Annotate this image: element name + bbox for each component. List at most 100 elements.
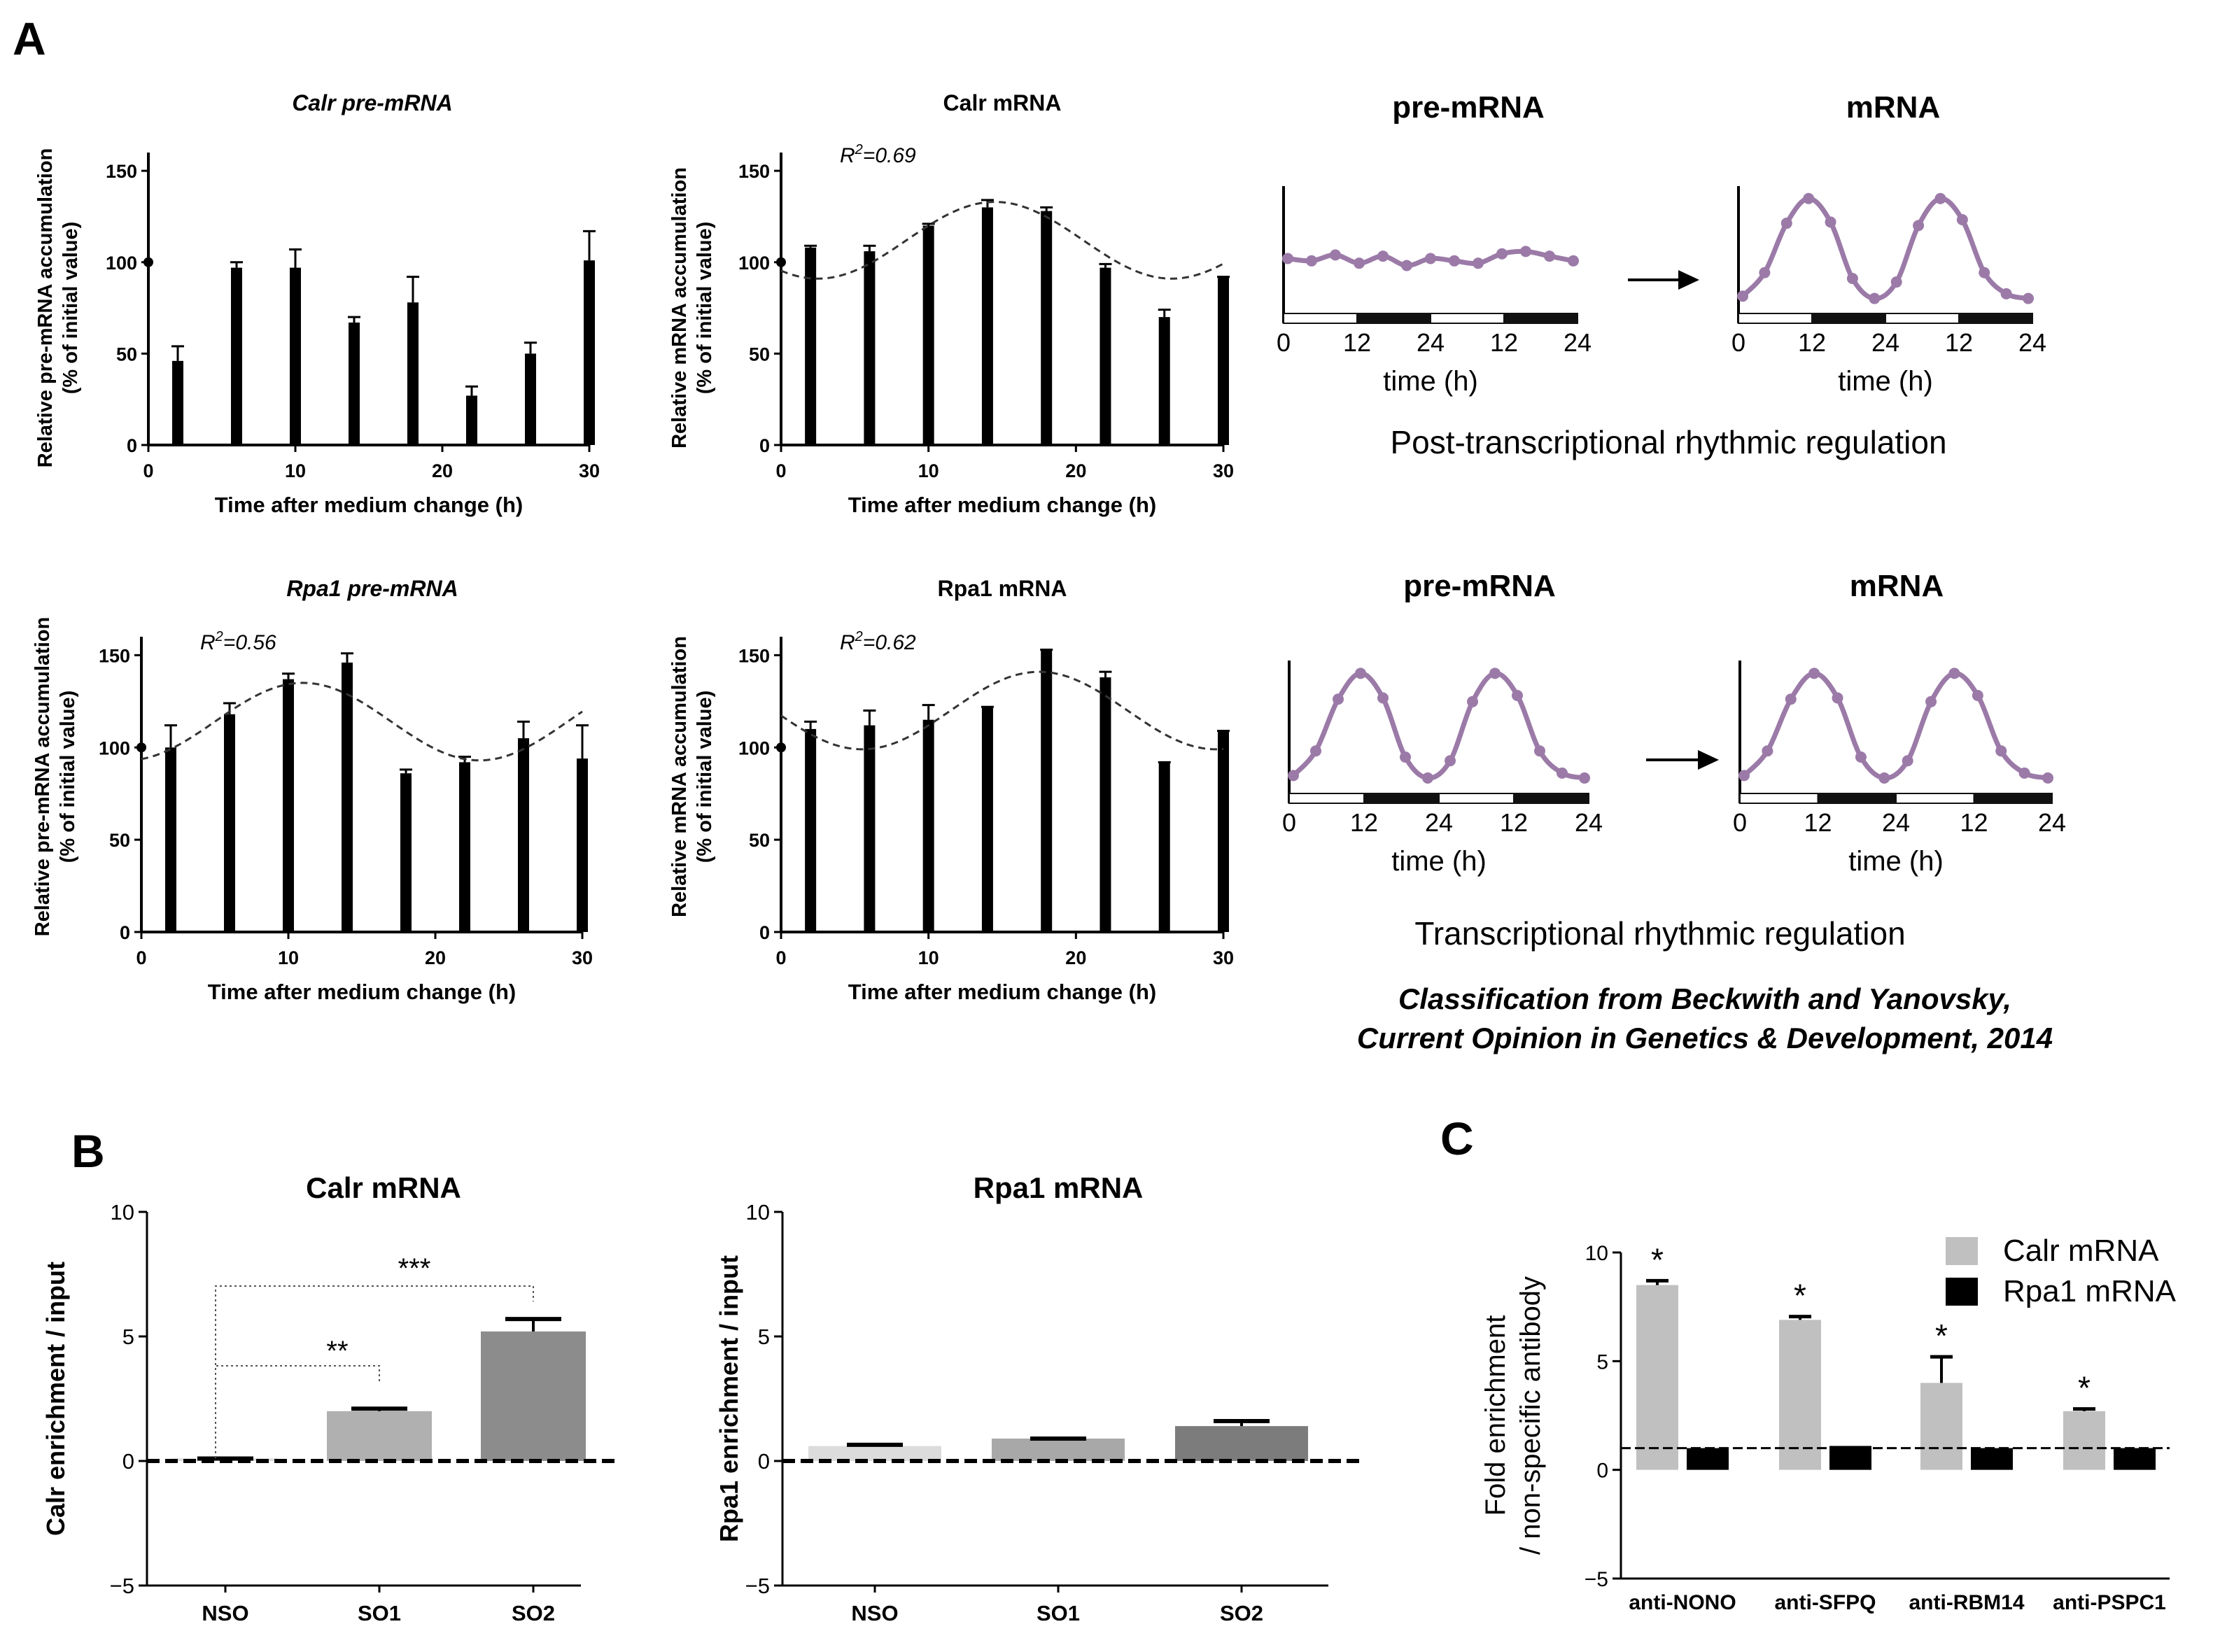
bar-rpa1 [1829, 1446, 1871, 1470]
fit-curve [780, 670, 1224, 751]
schematic-point [1995, 745, 2007, 757]
schematic-tick-label: 24 [1575, 808, 1603, 837]
schematic-point [1956, 214, 1968, 225]
arrow-icon [1698, 750, 1719, 770]
schematic-point [1846, 273, 1858, 284]
chart-calr-mrna: Calr mRNA R2=0.69 0 50 100 150 0 10 20 30 Time a… [668, 90, 1234, 517]
chart-rpa1-enrichment: Rpa1 mRNA −5 0 5 10 NSO SO1 SO2 Rpa1 enrichment… [715, 1171, 1363, 1625]
x-axis-label: Time after medium change (h) [215, 493, 523, 517]
schematic-point [1890, 276, 1902, 288]
chart-rpa1-pre-mrna: Rpa1 pre-mRNA R2=0.56 0 50 100 150 0 10 20 30 Ti… [31, 576, 593, 1004]
schematic-point [1377, 250, 1389, 262]
x-tick-label: 20 [432, 460, 453, 481]
r2-prefix: R [200, 631, 216, 654]
y-tick-label: 0 [758, 1449, 770, 1474]
light-phase-bar [1430, 313, 1505, 324]
bar [1158, 317, 1170, 445]
light-phase-bar [1438, 793, 1515, 804]
x-tick-label: anti-PSPC1 [2053, 1591, 2166, 1614]
x-tick-label: SO1 [358, 1601, 401, 1625]
x-tick-label: 20 [1065, 460, 1086, 481]
chart-rpa1-mrna: Rpa1 mRNA R2=0.62 0 50 100 150 0 10 20 30 Time a… [668, 576, 1234, 1004]
schematic-tick-label: 12 [1945, 328, 1973, 357]
schematic-point [1832, 692, 1843, 704]
schematic-point [2023, 292, 2034, 304]
legend-swatch-calr [1946, 1237, 1978, 1265]
x-axis-label: Time after medium change (h) [848, 493, 1156, 517]
bar-rpa1 [1971, 1448, 2013, 1470]
significance-mark: * [2078, 1370, 2091, 1406]
y-tick-label: 50 [749, 830, 770, 851]
arrow-icon [1678, 270, 1699, 290]
schematic-point [1512, 690, 1523, 701]
dark-phase-bar [1958, 313, 2033, 324]
bar [466, 395, 477, 445]
schematic-point [1557, 767, 1568, 779]
schematic-point [1282, 253, 1293, 264]
x-tick-label: 0 [775, 947, 786, 968]
bar [172, 360, 183, 445]
data-point [776, 257, 786, 267]
x-tick-label: 10 [278, 947, 299, 968]
y-tick-label: 50 [116, 344, 137, 365]
schematic-x-label: time (h) [1838, 366, 1933, 397]
schematic-x-label: time (h) [1391, 846, 1487, 877]
chart-title: Rpa1 pre-mRNA [286, 576, 458, 601]
schematic-point [1902, 755, 1913, 767]
bar [1041, 211, 1053, 445]
significance-mark: * [1794, 1278, 1806, 1314]
bar [231, 267, 242, 445]
r2-prefix: R [840, 144, 855, 167]
schematic-point [1400, 751, 1411, 763]
panel-label-b: B [71, 1125, 105, 1177]
bar [805, 728, 817, 932]
light-phase-bar [1895, 793, 1975, 804]
schematic-point [1869, 292, 1881, 304]
schematic-point [1355, 668, 1366, 679]
schematic-curve [1291, 670, 1585, 781]
schematic-curve [1742, 670, 2049, 781]
schematic-caption: Transcriptional rhythmic regulation [1414, 915, 1905, 952]
bar [584, 260, 595, 445]
light-phase-bar [1739, 793, 1819, 804]
schematic-tick-label: 12 [1490, 328, 1518, 357]
schematic-point [1803, 192, 1815, 204]
bar-rpa1 [2114, 1448, 2156, 1470]
data-point [776, 742, 786, 753]
schematic-point [1422, 772, 1433, 784]
schematic-point [1306, 255, 1317, 267]
y-axis-label: Calr enrichment / input [41, 1262, 70, 1536]
bar [981, 207, 993, 445]
citation-line-1: Classification from Beckwith and Yanovsk… [1398, 982, 2011, 1015]
schematic-title-mrna: mRNA [1850, 569, 1944, 603]
schematic-bottom: pre-mRNA mRNA 0 12 24 12 24 time (h) 0 12 24 12 2… [1282, 569, 2066, 952]
schematic-tick-label: 0 [1277, 328, 1291, 357]
schematic-tick-label: 24 [1417, 328, 1445, 357]
schematic-point [1467, 696, 1478, 707]
y-tick-label: −5 [1585, 1568, 1608, 1591]
bar [481, 1331, 586, 1461]
schematic-point [1738, 770, 1750, 782]
chart-calr-enrichment: Calr mRNA −5 0 5 10 NSO SO1 SO2 Calr enrichment… [41, 1171, 616, 1625]
x-tick-label: 10 [918, 460, 939, 481]
x-tick-label: NSO [851, 1601, 898, 1625]
schematic-point [2018, 767, 2030, 779]
y-axis-label: Rpa1 enrichment / input [715, 1255, 743, 1542]
schematic-tick-label: 12 [1804, 808, 1832, 837]
schematic-curve [1741, 196, 2029, 302]
significance-label: ** [326, 1336, 348, 1367]
bar [165, 747, 176, 932]
bar [1100, 677, 1111, 932]
schematic-point [1425, 253, 1436, 264]
r2-value: =0.69 [863, 144, 916, 167]
schematic-point [1489, 668, 1501, 679]
bar [1175, 1426, 1308, 1461]
x-tick-label: SO2 [1220, 1601, 1263, 1625]
schematic-point [2042, 772, 2053, 784]
x-tick-label: 0 [775, 460, 786, 481]
schematic-point [1449, 255, 1460, 267]
chart-body: 0 50 100 150 0 10 20 30 Time after medium change… [34, 148, 600, 517]
schematic-tick-label: 24 [2038, 808, 2066, 837]
y-tick-label: 0 [127, 435, 137, 456]
